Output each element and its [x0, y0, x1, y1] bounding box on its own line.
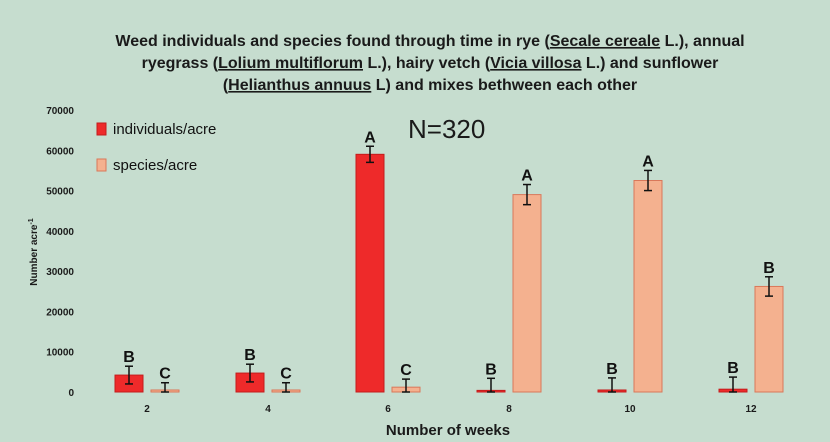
- x-tick-label: 8: [506, 404, 512, 415]
- title-segment-1-1: Weed individuals and species found throu…: [115, 33, 550, 50]
- y-axis-title: Number acre-1: [28, 218, 40, 285]
- title-segment-3-3: L) and mixes bethween each other: [371, 77, 637, 94]
- title-segment-3-1: (: [223, 77, 229, 94]
- significance-letter: A: [364, 129, 376, 146]
- title-line-1: Weed individuals and species found throu…: [115, 33, 744, 50]
- chart-title: Weed individuals and species found throu…: [115, 33, 744, 94]
- n-annotation: N=320: [408, 114, 485, 144]
- bar: [512, 194, 542, 393]
- bar: [633, 180, 663, 393]
- bars: B B A B B B C C C A A B: [114, 129, 784, 393]
- title-line-2: ryegrass (Lolium multiflorum L.), hairy …: [142, 55, 719, 72]
- significance-letter: C: [400, 362, 412, 379]
- significance-letter: A: [642, 153, 654, 170]
- x-axis: 2 4 6 8 10 12: [144, 404, 757, 415]
- x-tick-label: 12: [745, 404, 757, 415]
- legend-swatch: [96, 158, 107, 172]
- y-tick-label: 0: [68, 388, 74, 399]
- significance-letter: B: [727, 360, 739, 377]
- significance-letter: B: [123, 349, 135, 366]
- x-tick-label: 2: [144, 404, 150, 415]
- y-tick-label: 70000: [46, 106, 74, 117]
- y-tick-label: 20000: [46, 307, 74, 318]
- y-tick-label: 30000: [46, 267, 74, 278]
- significance-letter: B: [244, 347, 256, 364]
- x-tick-label: 4: [265, 404, 271, 415]
- title-line-3: (Helianthus annuus L) and mixes bethween…: [223, 77, 637, 94]
- y-axis-title-main: Number acre: [29, 224, 40, 286]
- title-segment-2-3: L.), hairy vetch (: [363, 55, 491, 72]
- title-segment-2-5: L.) and sunflower: [581, 55, 718, 72]
- y-tick-label: 10000: [46, 348, 74, 359]
- title-segment-2-1: ryegrass (: [142, 55, 219, 72]
- title-segment-3-2: Helianthus annuus: [228, 77, 371, 94]
- x-tick-label: 6: [385, 404, 391, 415]
- y-tick-label: 60000: [46, 146, 74, 157]
- title-segment-2-4: Vicia villosa: [490, 55, 581, 72]
- significance-letter: C: [159, 366, 171, 383]
- legend-swatch: [96, 122, 107, 136]
- title-segment-1-3: L.), annual: [660, 33, 744, 50]
- y-axis-title-superscript: -1: [28, 218, 35, 224]
- legend-label: individuals/acre: [113, 121, 216, 138]
- title-segment-1-2: Secale cereale: [550, 33, 660, 50]
- title-segment-2-2: Lolium multiflorum: [218, 55, 363, 72]
- bar: [355, 153, 385, 393]
- legend-label: species/acre: [113, 157, 197, 174]
- significance-letter: C: [280, 366, 292, 383]
- y-tick-label: 40000: [46, 227, 74, 238]
- significance-letter: B: [763, 260, 775, 277]
- significance-letter: B: [606, 361, 618, 378]
- x-axis-title: Number of weeks: [386, 422, 510, 439]
- y-tick-label: 50000: [46, 187, 74, 198]
- significance-letter: A: [521, 168, 533, 185]
- x-tick-label: 10: [624, 404, 636, 415]
- legend: individuals/acre species/acre: [96, 121, 216, 174]
- bar: [754, 285, 784, 393]
- significance-letter: B: [485, 361, 497, 378]
- y-axis: 0 10000 20000 30000 40000 50000 60000 70000: [46, 106, 74, 399]
